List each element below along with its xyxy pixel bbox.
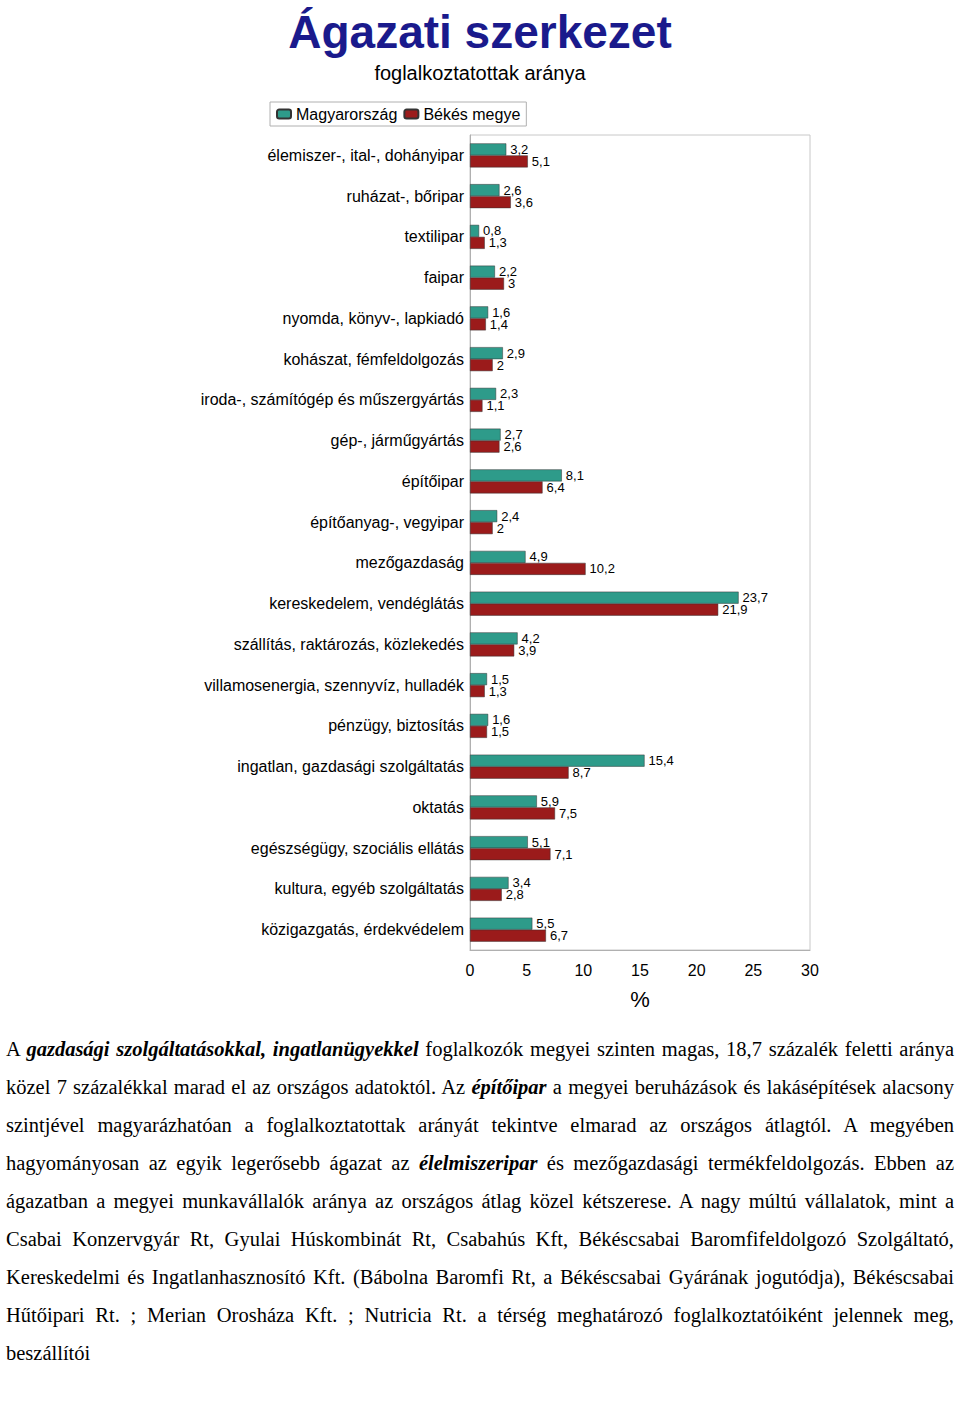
svg-text:2,8: 2,8 bbox=[506, 887, 524, 902]
svg-text:30: 30 bbox=[801, 962, 819, 979]
svg-text:8,7: 8,7 bbox=[573, 765, 591, 780]
svg-text:kereskedelem, vendéglátás: kereskedelem, vendéglátás bbox=[269, 595, 464, 612]
svg-text:3,6: 3,6 bbox=[515, 195, 533, 210]
html-text:A gazdasági szolgáltatásokkal,: A gazdasági szolgáltatásokkal, ingatlanü… bbox=[6, 1038, 954, 1364]
svg-text:pénzügy, biztosítás: pénzügy, biztosítás bbox=[328, 717, 464, 734]
svg-text:4,9: 4,9 bbox=[530, 549, 548, 564]
svg-text:2,6: 2,6 bbox=[503, 182, 522, 198]
svg-text:6,7: 6,7 bbox=[550, 928, 568, 943]
svg-text:1,1: 1,1 bbox=[486, 398, 504, 413]
svg-text:faipar: faipar bbox=[424, 269, 465, 286]
svg-text:7,1: 7,1 bbox=[554, 847, 572, 862]
svg-text:1,3: 1,3 bbox=[489, 684, 507, 699]
svg-text:1,6: 1,6 bbox=[492, 712, 511, 728]
svg-text:2,4: 2,4 bbox=[501, 509, 519, 524]
svg-text:építőanyag-, vegyipar: építőanyag-, vegyipar bbox=[310, 514, 465, 531]
svg-text:kultura, egyéb szolgáltatás: kultura, egyéb szolgáltatás bbox=[275, 880, 464, 897]
svg-text:3: 3 bbox=[508, 276, 515, 291]
svg-text:kohászat, fémfeldolgozás: kohászat, fémfeldolgozás bbox=[283, 351, 464, 368]
svg-text:iroda-, számítógép és műszergy: iroda-, számítógép és műszergyártás bbox=[201, 391, 464, 408]
svg-text:textilipar: textilipar bbox=[404, 228, 464, 245]
svg-text:villamosenergia, szennyvíz, hu: villamosenergia, szennyvíz, hulladék bbox=[204, 677, 465, 694]
svg-text:3,4: 3,4 bbox=[512, 875, 531, 891]
svg-text:mezőgazdaság: mezőgazdaság bbox=[355, 554, 464, 571]
svg-text:5,1: 5,1 bbox=[532, 835, 550, 850]
svg-text:7,5: 7,5 bbox=[559, 806, 577, 821]
svg-text:oktatás: oktatás bbox=[412, 799, 464, 816]
svg-text:3,9: 3,9 bbox=[518, 643, 536, 658]
svg-text:1,5: 1,5 bbox=[491, 724, 509, 739]
svg-text:2,6: 2,6 bbox=[503, 439, 521, 454]
svg-text:10: 10 bbox=[574, 962, 592, 979]
svg-text:Ágazati szerkezet: Ágazati szerkezet bbox=[288, 6, 672, 58]
svg-text:1,3: 1,3 bbox=[489, 235, 507, 250]
svg-text:20: 20 bbox=[688, 962, 706, 979]
svg-text:közigazgatás, érdekvédelem: közigazgatás, érdekvédelem bbox=[261, 921, 464, 938]
svg-text:1,6: 1,6 bbox=[492, 304, 511, 320]
svg-text:Magyarország: Magyarország bbox=[296, 106, 397, 123]
svg-text:2,2: 2,2 bbox=[498, 264, 517, 280]
svg-text:8,1: 8,1 bbox=[566, 468, 584, 483]
svg-text:0: 0 bbox=[466, 962, 475, 979]
svg-text:egészségügy, szociális ellátás: egészségügy, szociális ellátás bbox=[251, 840, 464, 857]
svg-text:23,7: 23,7 bbox=[742, 590, 768, 606]
svg-text:5: 5 bbox=[522, 962, 531, 979]
svg-text:10,2: 10,2 bbox=[590, 561, 615, 576]
svg-text:építőipar: építőipar bbox=[402, 473, 465, 490]
svg-text:gép-, járműgyártás: gép-, járműgyártás bbox=[331, 432, 464, 449]
svg-text:0,8: 0,8 bbox=[483, 223, 502, 239]
svg-text:Békés megye: Békés megye bbox=[423, 106, 520, 123]
svg-text:2,3: 2,3 bbox=[500, 386, 519, 402]
svg-text:6,4: 6,4 bbox=[547, 480, 565, 495]
svg-text:4,2: 4,2 bbox=[521, 630, 540, 646]
svg-text:5,5: 5,5 bbox=[536, 916, 555, 932]
svg-text:élemiszer-, ital-, dohányipar: élemiszer-, ital-, dohányipar bbox=[267, 147, 464, 164]
svg-text:foglalkoztatottak aránya: foglalkoztatottak aránya bbox=[374, 62, 586, 84]
svg-text:25: 25 bbox=[744, 962, 762, 979]
svg-text:2: 2 bbox=[497, 358, 504, 373]
svg-text:ingatlan, gazdasági szolgáltat: ingatlan, gazdasági szolgáltatás bbox=[237, 758, 464, 775]
svg-text:21,9: 21,9 bbox=[722, 602, 747, 617]
svg-text:szállítás, raktározás, közleke: szállítás, raktározás, közlekedés bbox=[234, 636, 464, 653]
svg-text:2,9: 2,9 bbox=[507, 346, 525, 361]
svg-text:ruházat-, bőripar: ruházat-, bőripar bbox=[347, 188, 465, 205]
svg-text:15,4: 15,4 bbox=[649, 753, 674, 768]
svg-text:15: 15 bbox=[631, 962, 649, 979]
svg-text:1,5: 1,5 bbox=[491, 671, 510, 687]
svg-text:2,7: 2,7 bbox=[504, 427, 523, 443]
svg-text:2: 2 bbox=[497, 521, 504, 536]
svg-text:%: % bbox=[630, 987, 650, 1012]
svg-text:5,9: 5,9 bbox=[541, 794, 559, 809]
svg-text:nyomda, könyv-, lapkiadó: nyomda, könyv-, lapkiadó bbox=[283, 310, 465, 327]
svg-text:1,4: 1,4 bbox=[490, 317, 508, 332]
svg-text:5,1: 5,1 bbox=[532, 154, 550, 169]
svg-text:3,2: 3,2 bbox=[510, 142, 528, 157]
